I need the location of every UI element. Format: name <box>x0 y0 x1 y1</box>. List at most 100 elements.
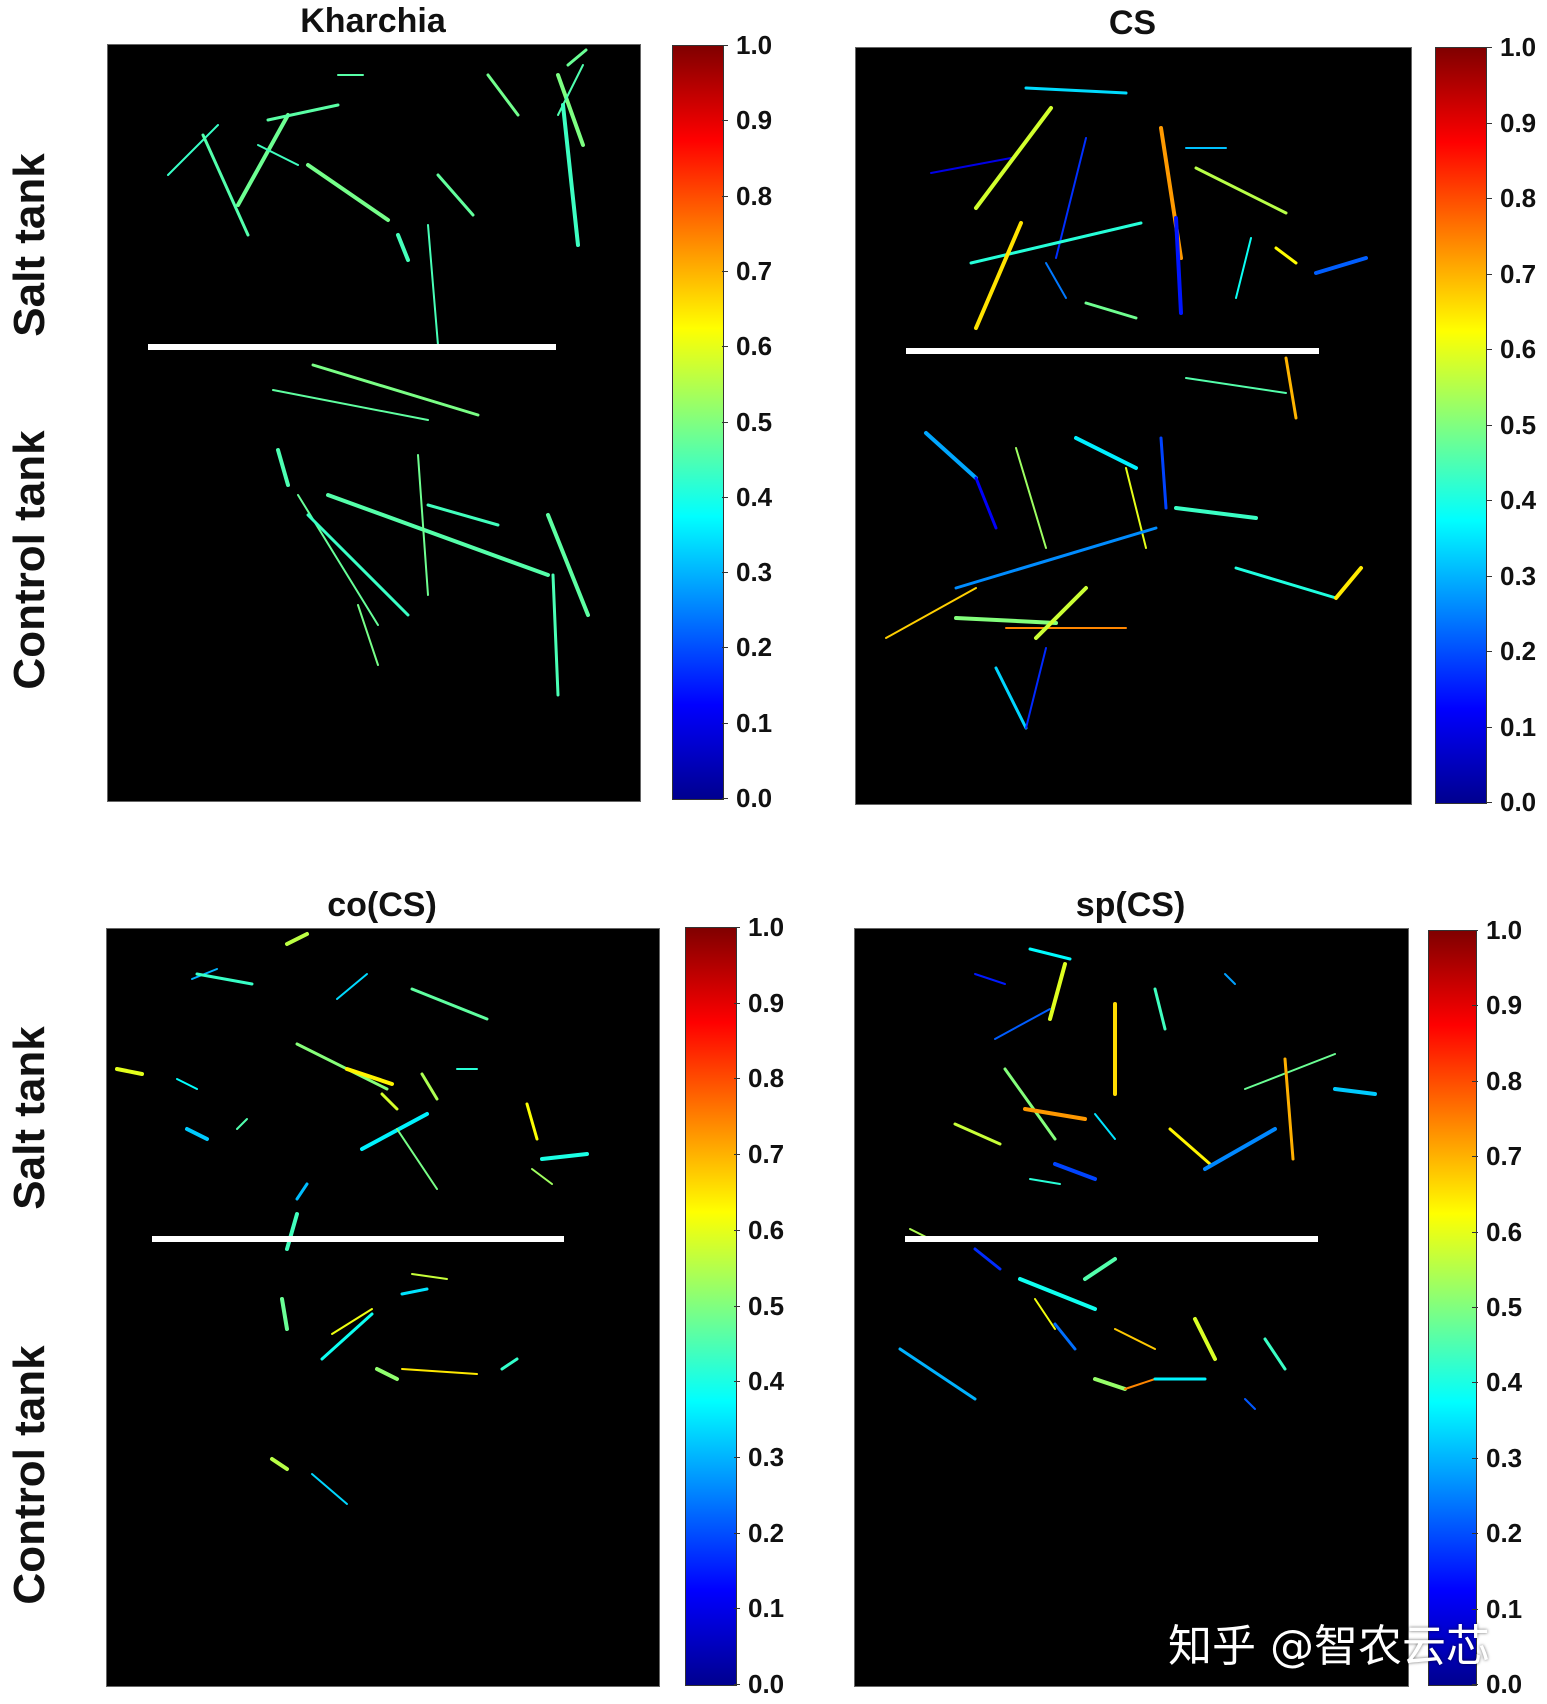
colorbar-tick-label: 0.0 <box>1500 787 1537 817</box>
segments-cs <box>885 86 1368 730</box>
root-segment <box>236 1118 248 1130</box>
colorbar-tick-mark <box>1472 1533 1478 1535</box>
root-segment <box>320 1312 374 1361</box>
colorbar-tick-label: 0.4 <box>1500 485 1537 515</box>
colorbar-tick-label: 0.9 <box>1486 990 1523 1021</box>
root-segment <box>973 1247 1002 1271</box>
colorbar-tick-label: 0.3 <box>1500 560 1537 591</box>
colorbar-tick-mark <box>1472 1684 1478 1685</box>
root-segment <box>1045 262 1067 299</box>
root-segment <box>167 124 219 176</box>
colorbar-tick-mark <box>722 722 728 724</box>
colorbar-tick-mark <box>734 1381 740 1383</box>
root-segment <box>953 1122 1002 1146</box>
root-segment <box>1125 467 1147 549</box>
root-segment <box>1203 1127 1277 1171</box>
root-segment <box>974 973 1006 985</box>
root-segment <box>1194 166 1288 215</box>
colorbar-tick-mark <box>722 346 728 348</box>
root-segment <box>561 103 580 247</box>
root-segment <box>1074 436 1138 470</box>
colorbar-tick-mark <box>734 1078 740 1080</box>
colorbar-tick-mark <box>722 120 728 122</box>
colorbar-tick-label: 0.1 <box>1500 711 1537 742</box>
colorbar-tick-label: 0.1 <box>748 1593 785 1624</box>
root-segment <box>1055 137 1087 259</box>
image-panel-sp-cs <box>854 928 1409 1687</box>
root-segment <box>1028 947 1072 961</box>
root-segment <box>1274 246 1298 265</box>
root-segment <box>185 1127 209 1141</box>
colorbar-tick-label: 0.1 <box>1486 1593 1523 1624</box>
colorbar-tick-label: 0.5 <box>748 1290 785 1321</box>
image-panel-cs <box>855 47 1412 805</box>
colorbar-tick-mark <box>722 496 728 498</box>
root-segment <box>427 224 439 346</box>
colorbar-tick-label: 0.0 <box>736 783 773 813</box>
colorbar-tick-mark <box>1472 1005 1478 1007</box>
root-segment <box>1003 1067 1057 1141</box>
root-segment <box>924 431 978 480</box>
root-segment <box>898 1347 977 1401</box>
colorbar-tick-mark <box>734 1532 740 1534</box>
colorbar-tick-label: 0.6 <box>1486 1216 1523 1247</box>
colorbar-tick-mark <box>734 1002 740 1004</box>
colorbar-tick-mark <box>1486 575 1492 577</box>
root-segment <box>954 616 1058 625</box>
root-segment <box>1193 1317 1217 1361</box>
root-segment <box>400 1287 429 1296</box>
colorbar-tick-mark <box>1486 349 1492 350</box>
colorbar-tick-label: 0.8 <box>1486 1065 1523 1096</box>
root-segment <box>1283 1057 1295 1161</box>
root-segment <box>1334 566 1363 600</box>
colorbar-sp-cs <box>1428 930 1477 1686</box>
root-segment <box>266 103 340 122</box>
root-segment <box>417 454 429 596</box>
root-segment <box>994 666 1028 730</box>
colorbar-tick-label: 0.7 <box>1486 1141 1523 1172</box>
root-segment <box>531 1168 553 1185</box>
root-segment <box>1244 1398 1256 1410</box>
root-segment <box>336 973 368 1000</box>
root-segment <box>357 604 379 666</box>
image-panel-kharchia <box>107 44 641 802</box>
segments-kharchia <box>148 48 590 697</box>
panel-title-cs: CS <box>1108 4 1157 42</box>
root-segment <box>410 987 489 1021</box>
root-segment <box>994 1008 1051 1040</box>
root-segment <box>236 113 290 207</box>
colorbar-tick-mark <box>1472 1080 1478 1082</box>
colorbar-tick-label: 0.3 <box>1486 1442 1523 1473</box>
row-label-salt-bottom: Salt tank <box>5 1026 54 1210</box>
colorbar-tick-mark <box>734 1684 740 1685</box>
colorbar-tick-mark <box>722 798 728 799</box>
colorbar-tick-mark <box>734 1305 740 1307</box>
root-segment <box>360 1112 429 1151</box>
row-label-control-bottom: Control tank <box>5 1345 54 1605</box>
root-segment <box>1174 506 1258 520</box>
colorbar-tick-label: 0.7 <box>748 1139 785 1170</box>
colorbar-tick-label: 1.0 <box>1486 915 1523 945</box>
root-segment <box>396 1128 438 1190</box>
colorbar-tick-mark <box>1486 802 1492 803</box>
root-segment <box>201 133 250 237</box>
root-segment <box>115 1067 144 1076</box>
root-segment <box>546 513 590 617</box>
segments-sp-cs <box>898 947 1377 1410</box>
root-segment <box>974 106 1053 210</box>
root-segment <box>1114 1328 1156 1350</box>
root-segment <box>1084 301 1138 320</box>
root-segment <box>1174 216 1183 315</box>
colorbar-tick-label: 0.0 <box>1486 1669 1523 1699</box>
root-segment <box>295 1042 389 1091</box>
colorbar-tick-label: 0.7 <box>736 255 773 286</box>
colorbar-kharchia <box>672 45 724 800</box>
root-segment <box>1034 1298 1056 1330</box>
colorbar-tick-mark <box>734 1456 740 1458</box>
colorbar-tick-label: 0.8 <box>1500 183 1537 213</box>
colorbar-tick-label: 0.5 <box>1486 1292 1523 1322</box>
root-segment <box>1053 1322 1077 1351</box>
root-segment <box>1015 447 1047 549</box>
root-segment <box>375 1367 399 1381</box>
root-segment <box>436 173 475 217</box>
